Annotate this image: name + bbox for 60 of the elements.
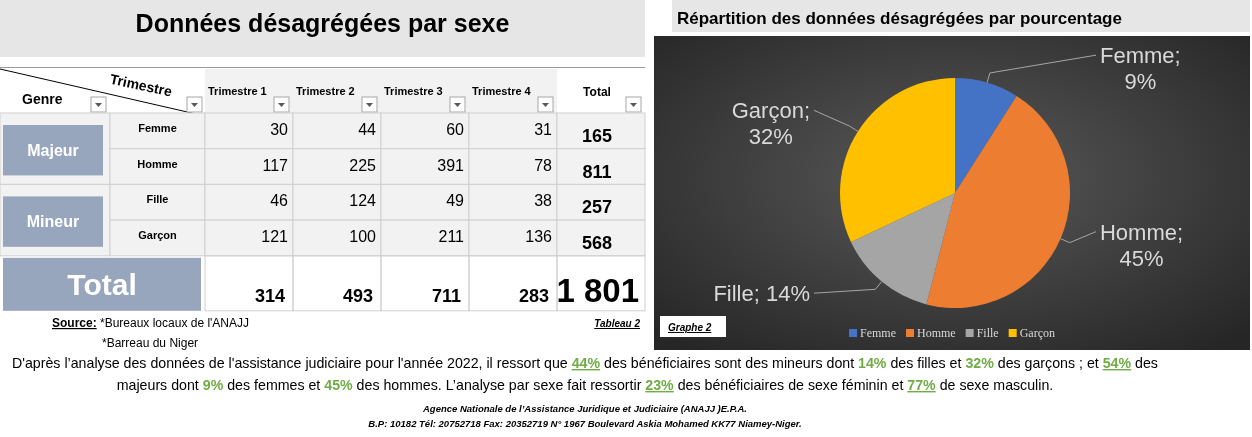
pie-slice bbox=[840, 78, 955, 242]
data-label: 225 bbox=[349, 156, 377, 174]
data-label: Femme; 9% bbox=[1099, 43, 1181, 95]
text: D'après l’analyse des données de l'assistance judiciaire pour l'année 2022, il ressort que 44% des bénéficiaires sont des mineurs dont 14% des filles et 32% des garçons ; et 54% des majeurs dont 9% des femmes et 45% des hommes. L’analyse par sexe fait ressortir 23% des bénéficiaires de sexe féminin et 77% de sexe masculin. bbox=[12, 355, 1158, 393]
legend-label: Femme bbox=[860, 326, 897, 340]
data-label: 117 bbox=[262, 156, 289, 174]
data-label: 60 bbox=[446, 121, 465, 138]
x-tick-label: Trimestre 2 bbox=[296, 85, 355, 97]
data-label: Fille; 14% bbox=[713, 281, 810, 307]
data-label: 46 bbox=[270, 192, 289, 210]
y2-tick-label: Total bbox=[67, 268, 137, 302]
data-label: 124 bbox=[349, 192, 377, 210]
text: Graphe 2 bbox=[668, 322, 712, 333]
chart-title: Répartition des données désagrégées par pourcentage bbox=[677, 9, 1122, 28]
data-label: 811 bbox=[582, 161, 612, 182]
data-label: 31 bbox=[534, 121, 553, 138]
data-label: 78 bbox=[534, 156, 553, 174]
data-label: 38 bbox=[534, 192, 553, 210]
y-tick-label: Homme bbox=[137, 157, 178, 170]
x-tick-label: Trimestre 4 bbox=[472, 85, 532, 97]
data-label: 711 bbox=[431, 285, 461, 306]
legend-label: Garçon bbox=[1019, 326, 1055, 340]
y-tick-label: Fille bbox=[146, 193, 169, 206]
legend-label: Fille bbox=[976, 326, 999, 340]
data-label: 136 bbox=[525, 228, 553, 246]
legend-label: Homme bbox=[917, 326, 956, 340]
data-label: 391 bbox=[437, 156, 465, 174]
x-tick-label: Total bbox=[583, 85, 611, 99]
x-axis-title: Trimestre bbox=[108, 70, 174, 100]
data-label: 493 bbox=[342, 285, 373, 306]
data-label: Homme; 45% bbox=[1100, 219, 1184, 271]
text: Tableau 2 bbox=[594, 318, 641, 329]
source-note: Source: bbox=[52, 316, 97, 330]
y-axis-title: Genre bbox=[22, 91, 63, 107]
data-label: 283 bbox=[518, 285, 549, 306]
data-label: 44 bbox=[358, 121, 377, 138]
data-label: 30 bbox=[270, 121, 289, 138]
data-label: 568 bbox=[581, 233, 613, 254]
text: *Barreau du Niger bbox=[102, 336, 199, 350]
data-label: 1 801 bbox=[556, 271, 639, 309]
data-label: 100 bbox=[349, 228, 377, 246]
data-label: 314 bbox=[254, 285, 285, 306]
chart-title: Données désagrégées par sexe bbox=[135, 9, 510, 37]
y-tick-label: Garçon bbox=[138, 229, 178, 242]
text: *Bureaux locaux de l'ANAJJ bbox=[100, 316, 250, 330]
pie-slice bbox=[926, 95, 1070, 308]
data-label: 165 bbox=[581, 126, 613, 146]
y-tick-label: Femme bbox=[138, 122, 177, 134]
text: B.P: 10182 Tél: 20752718 Fax: 20352719 N° 1967 Boulevard Askia Mohamed KK77 Niamey-Niger. bbox=[368, 418, 802, 429]
pie-slice bbox=[955, 78, 1017, 193]
x-tick-label: Trimestre 3 bbox=[384, 85, 443, 97]
text: Agence Nationale de l’Assistance Juridique et Judiciaire (ANAJJ )E.P.A. bbox=[422, 403, 747, 414]
data-label: 211 bbox=[438, 228, 465, 246]
data-label: 49 bbox=[446, 192, 465, 210]
data-label: 257 bbox=[581, 197, 613, 218]
x-tick-label: Trimestre 1 bbox=[208, 85, 267, 97]
data-label: Garçon; 32% bbox=[731, 98, 810, 150]
data-label: 121 bbox=[261, 228, 289, 246]
y2-tick-label: Mineur bbox=[26, 213, 80, 231]
y2-tick-label: Majeur bbox=[27, 141, 79, 159]
